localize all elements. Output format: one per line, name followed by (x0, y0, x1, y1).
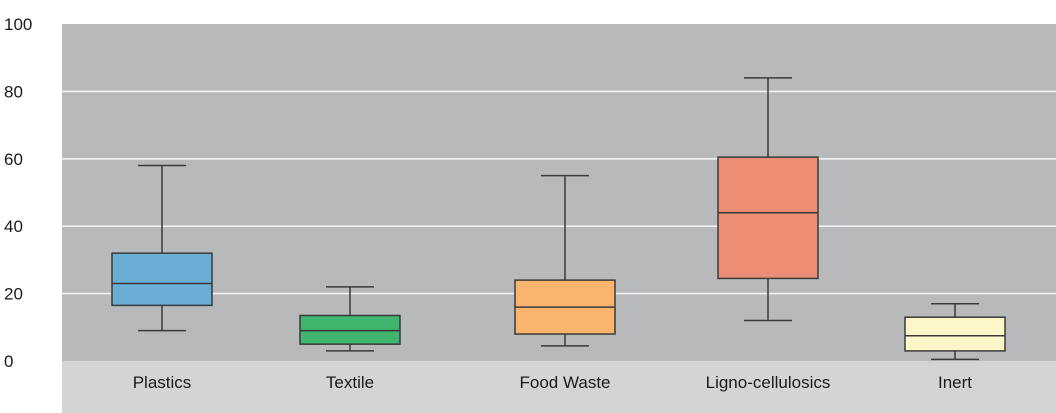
y-tick-label-40: 40 (4, 217, 23, 236)
y-axis-ticks: 0 20 40 60 80 100 (4, 15, 32, 371)
category-label-ligno-cellulosics: Ligno-cellulosics (706, 373, 831, 392)
y-tick-label-80: 80 (4, 82, 23, 101)
y-tick-label-20: 20 (4, 285, 23, 304)
y-tick-label-0: 0 (4, 352, 13, 371)
category-label-textile: Textile (326, 373, 374, 392)
iqr-box (299, 314, 401, 345)
iqr-box (717, 156, 819, 280)
category-label-inert: Inert (938, 373, 972, 392)
y-tick-label-60: 60 (4, 150, 23, 169)
box-plastics (111, 164, 213, 332)
box-textile (299, 286, 401, 352)
boxes (111, 77, 1006, 361)
box-food-waste (514, 174, 616, 347)
iqr-box (904, 316, 1006, 352)
iqr-box (111, 252, 213, 307)
category-label-plastics: Plastics (133, 373, 192, 392)
category-label-band (62, 361, 1056, 413)
category-labels: Plastics Textile Food Waste Ligno-cellulosi… (133, 373, 973, 392)
box-inert (904, 302, 1006, 361)
y-tick-label-100: 100 (4, 15, 32, 34)
category-label-food-waste: Food Waste (519, 373, 610, 392)
box-ligno-cellulosics (717, 77, 819, 322)
